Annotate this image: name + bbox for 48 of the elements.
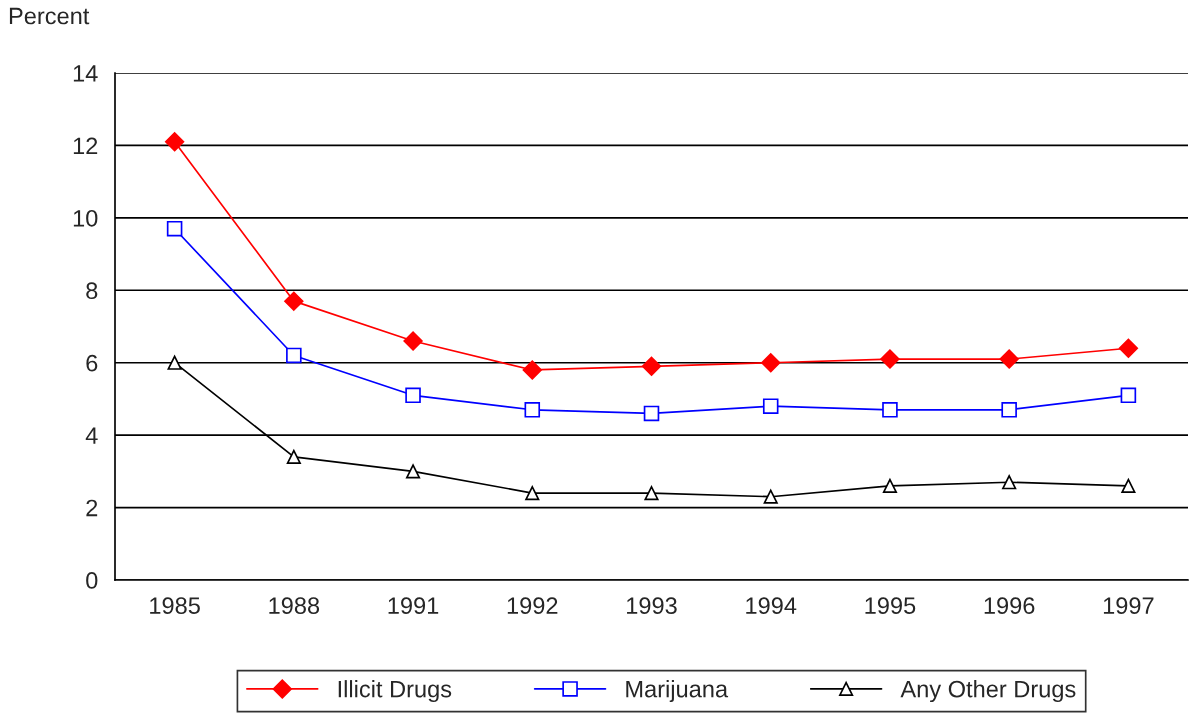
- y-tick-label: 0: [86, 572, 98, 589]
- point: [1002, 475, 1017, 490]
- point: [1118, 338, 1139, 358]
- legend-label: Marijuana: [626, 680, 729, 703]
- y-tick-label: 2: [86, 499, 98, 517]
- point: [761, 353, 781, 373]
- point: [403, 331, 423, 351]
- point: [641, 356, 662, 377]
- legend-label: Illicit Drugs: [338, 680, 452, 703]
- point: [882, 402, 898, 418]
- x-tick-label: 1994: [746, 597, 797, 615]
- legend-label: Any Other Drugs: [900, 680, 1076, 703]
- point: [1120, 387, 1137, 404]
- x-tick-label: 1995: [865, 597, 916, 615]
- point: [763, 489, 778, 504]
- point: [880, 349, 900, 369]
- x-tick-label: 1992: [507, 597, 558, 615]
- x-tick-label: 1988: [269, 597, 320, 615]
- point: [405, 464, 421, 479]
- point: [1121, 478, 1136, 493]
- y-tick-label: 6: [86, 354, 98, 372]
- point: [644, 486, 659, 501]
- point: [522, 360, 542, 380]
- x-tick-label: 1991: [388, 597, 439, 615]
- x-tick-label: 1993: [627, 597, 677, 615]
- point: [999, 349, 1019, 369]
- y-tick-label: 10: [73, 209, 98, 227]
- point: [525, 486, 540, 501]
- point: [524, 402, 541, 418]
- point: [882, 478, 898, 493]
- y-tick-label: 8: [86, 282, 98, 300]
- x-tick-label: 1996: [984, 597, 1035, 615]
- y-tick-label: 4: [85, 427, 98, 444]
- point: [167, 355, 182, 370]
- point: [164, 132, 185, 152]
- point: [1001, 402, 1017, 418]
- y-tick-label: 12: [73, 137, 98, 154]
- point: [284, 291, 304, 311]
- x-tick-label: 1997: [1103, 597, 1154, 615]
- y-axis-title: Percent: [9, 7, 90, 25]
- point: [762, 398, 779, 414]
- point: [286, 449, 301, 464]
- point: [643, 405, 660, 422]
- point: [166, 220, 183, 237]
- x-tick-label: 1985: [150, 597, 200, 615]
- point: [286, 347, 302, 364]
- point: [405, 387, 421, 404]
- y-tick-label: 14: [73, 65, 98, 82]
